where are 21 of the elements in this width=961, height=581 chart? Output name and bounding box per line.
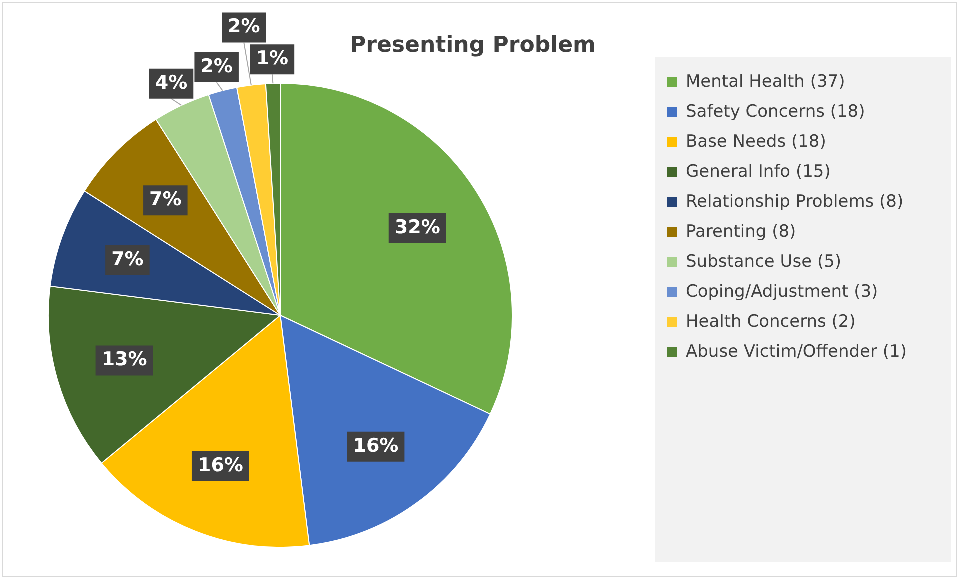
legend-label: Relationship Problems (8) <box>686 192 904 212</box>
legend-label: Coping/Adjustment (3) <box>686 282 878 302</box>
data-label: 32% <box>394 216 440 238</box>
legend-label: Parenting (8) <box>686 222 796 242</box>
legend-label: Abuse Victim/Offender (1) <box>686 342 907 362</box>
data-label: 2% <box>228 16 260 38</box>
data-label: 16% <box>198 454 244 476</box>
legend-label: Mental Health (37) <box>686 72 846 92</box>
data-label: 2% <box>200 55 233 78</box>
data-label: 7% <box>150 188 182 211</box>
data-label: 7% <box>112 248 144 270</box>
legend-label: Base Needs (18) <box>686 132 826 152</box>
data-label: 13% <box>102 348 148 371</box>
data-label: 1% <box>256 48 289 70</box>
legend-label: General Info (15) <box>686 162 831 182</box>
legend-label: Safety Concerns (18) <box>686 102 866 122</box>
legend-label: Substance Use (5) <box>686 252 842 272</box>
legend-label: Health Concerns (2) <box>686 312 856 332</box>
text: Presenting Problem <box>350 33 596 58</box>
data-label: 16% <box>353 434 399 457</box>
data-label: 4% <box>155 72 188 94</box>
